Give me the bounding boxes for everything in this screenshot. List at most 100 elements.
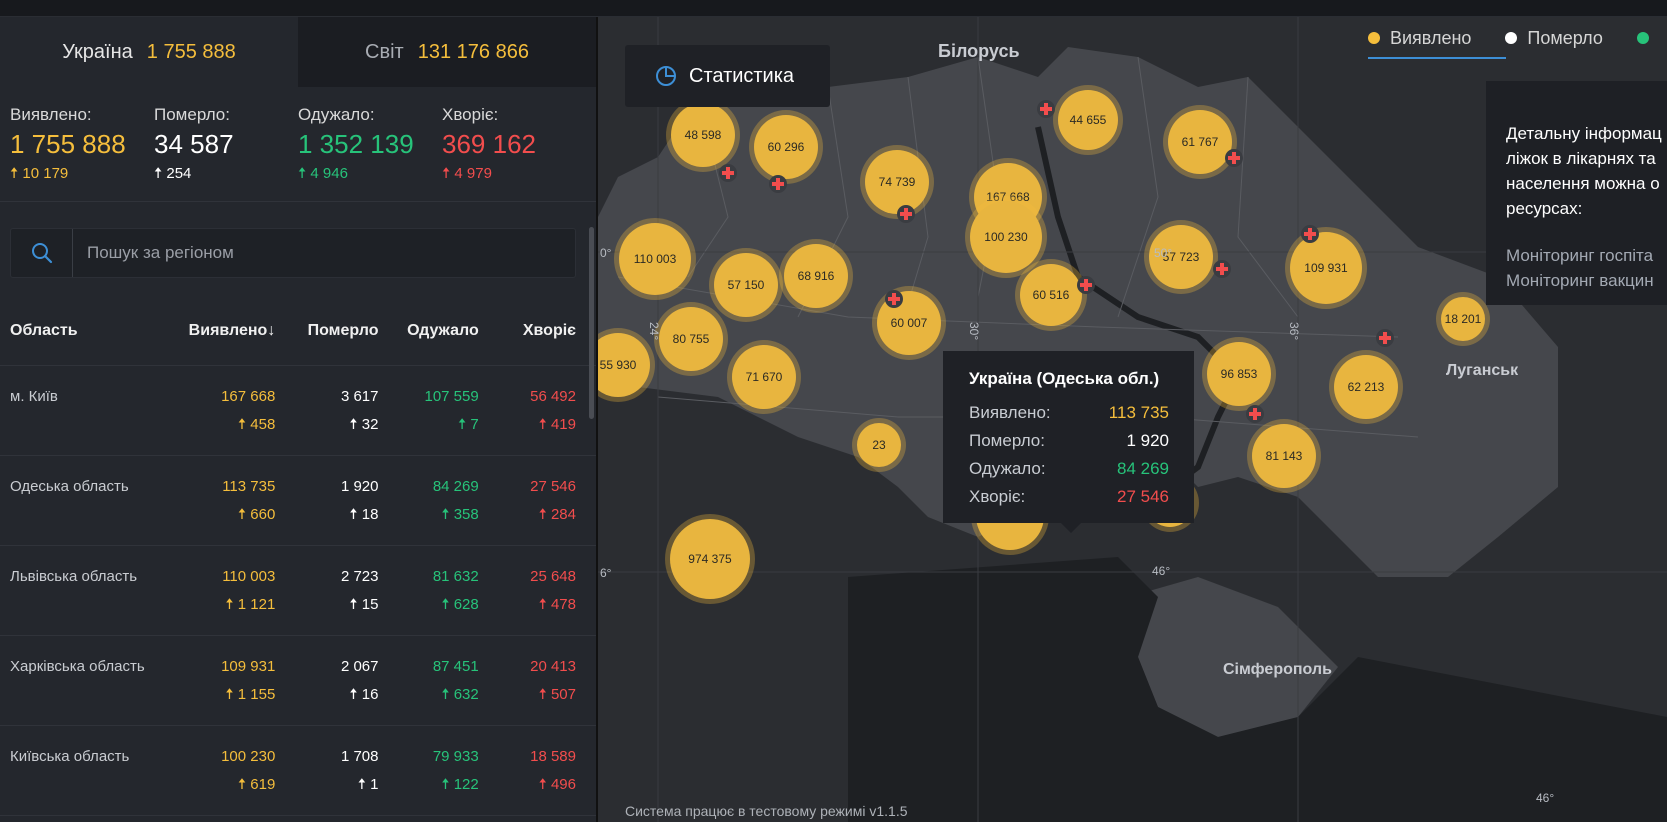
legend-confirmed[interactable]: Виявлено	[1368, 28, 1471, 49]
cell-confirmed: 109 931 🠅 1 155	[167, 658, 275, 725]
cell-value: 79 933	[432, 748, 479, 765]
arrow-up-icon: 🠅	[538, 686, 551, 703]
cluster-label: 80 755	[673, 332, 710, 346]
cell-delta: 🠅 7	[458, 416, 479, 433]
cluster-marker[interactable]	[670, 519, 750, 599]
map-area[interactable]: 48 598 60 296 74 739 167 668 44 655 61 767 110…	[598, 17, 1667, 822]
hospital-cross-icon[interactable]	[719, 164, 737, 182]
table-row[interactable]: м. Київ 167 668 🠅 458 3 617 🠅 32 107 559 🠅 7 56…	[0, 366, 596, 456]
info-panel: Детальну інформац ліжок в лікарнях та на…	[1486, 81, 1667, 305]
tooltip-arrow	[1061, 523, 1081, 533]
arrow-up-icon: 🠅	[225, 596, 238, 613]
cell-recovered: 84 269 🠅 358	[378, 478, 479, 545]
header-region[interactable]: Область	[10, 321, 78, 339]
grid-label: 0°	[600, 246, 612, 260]
header-recovered[interactable]: Одужало	[407, 321, 479, 339]
scrollbar[interactable]	[589, 227, 594, 419]
cluster-marker[interactable]	[1058, 90, 1118, 150]
cluster-marker[interactable]	[970, 201, 1042, 273]
cluster-marker[interactable]	[1252, 424, 1316, 488]
cell-deaths: 3 617 🠅 32	[275, 388, 379, 455]
cluster-marker[interactable]	[784, 244, 848, 308]
cell-delta: 🠅 660	[237, 506, 276, 523]
grid-label: 6°	[600, 566, 612, 580]
cluster-marker[interactable]	[1207, 342, 1271, 406]
arrow-up-icon: 🠅	[237, 416, 251, 433]
cluster-marker[interactable]	[619, 223, 691, 295]
header-sick[interactable]: Хворіє	[522, 321, 576, 339]
cluster-marker[interactable]	[671, 103, 735, 167]
hospital-cross-icon[interactable]	[1037, 100, 1055, 118]
cluster-label: 167 668	[986, 190, 1030, 204]
search-input[interactable]	[87, 243, 507, 263]
hospital-cross-icon[interactable]	[1246, 405, 1264, 423]
arrow-up-icon: 🠅	[538, 596, 551, 613]
hospital-cross-icon[interactable]	[885, 290, 903, 308]
cell-value: 27 546	[530, 478, 576, 495]
panel-divider	[596, 17, 598, 822]
cluster-marker[interactable]	[714, 253, 778, 317]
cell-deaths: 2 067 🠅 16	[275, 658, 379, 725]
cell-delta: 🠅 1	[357, 776, 379, 793]
arrow-up-icon: 🠅	[441, 776, 454, 793]
table-row[interactable]: Львівська область 110 003 🠅 1 121 2 723 🠅 15…	[0, 546, 596, 636]
cell-delta: 🠅 507	[538, 686, 576, 703]
header-deaths[interactable]: Померло	[307, 321, 379, 339]
cluster-marker[interactable]	[754, 115, 818, 179]
cell-delta: 🠅 419	[538, 416, 576, 433]
legend-deaths[interactable]: Померло	[1505, 28, 1603, 49]
hospital-cross-icon[interactable]	[769, 175, 787, 193]
vaccine-monitoring-link[interactable]: Моніторинг вакцин	[1506, 271, 1654, 290]
hospital-cross-icon[interactable]	[1301, 225, 1319, 243]
arrow-up-icon: 🠅	[237, 776, 251, 793]
cluster-marker[interactable]	[598, 333, 650, 397]
cell-recovered: 81 632 🠅 628	[378, 568, 479, 635]
cluster-marker[interactable]	[1441, 297, 1485, 341]
region-name: м. Київ	[10, 388, 58, 405]
search-icon[interactable]	[11, 229, 73, 277]
cluster-marker[interactable]	[857, 423, 901, 467]
grid-label: 50°	[1154, 246, 1172, 260]
hospital-cross-icon[interactable]	[1213, 260, 1231, 278]
cluster-marker[interactable]	[865, 150, 929, 214]
arrow-up-icon: 🠅	[225, 686, 238, 703]
statistics-button[interactable]: Статистика	[625, 45, 830, 107]
tab-world[interactable]: Світ 131 176 866	[298, 17, 596, 87]
dot-icon	[1368, 32, 1380, 44]
cluster-marker[interactable]	[659, 307, 723, 371]
hospital-cross-icon[interactable]	[1077, 276, 1095, 294]
total-delta: 🠅 10 179	[10, 165, 69, 182]
cell-value: 110 003	[222, 568, 276, 585]
cluster-label: 55 930	[600, 358, 637, 372]
cluster-marker[interactable]	[1149, 225, 1213, 289]
cluster-label: 974 375	[688, 552, 732, 566]
arrow-up-icon: 🠅	[349, 506, 362, 523]
legend-recovered[interactable]	[1636, 32, 1659, 44]
cluster-marker[interactable]	[1334, 355, 1398, 419]
grid-label: 46°	[1536, 791, 1554, 805]
cell-value: 100 230	[221, 748, 276, 765]
header-confirmed[interactable]: Виявлено↓	[188, 321, 276, 339]
hospital-monitoring-link[interactable]: Моніторинг госпіта	[1506, 246, 1654, 265]
table-row[interactable]: Харківська область 109 931 🠅 1 155 2 067 🠅 1…	[0, 636, 596, 726]
hospital-cross-icon[interactable]	[897, 205, 915, 223]
total-deaths: Померло: 34 587 🠅 254	[154, 105, 298, 201]
cell-confirmed: 100 230 🠅 619	[167, 748, 275, 815]
totals-summary: Виявлено: 1 755 888 🠅 10 179 Померло: 34…	[0, 87, 596, 202]
cluster-marker[interactable]	[732, 345, 796, 409]
hospital-cross-icon[interactable]	[1225, 149, 1243, 167]
cell-delta: 🠅 358	[441, 506, 479, 523]
tab-ukraine[interactable]: Україна 1 755 888	[0, 17, 298, 87]
cluster-label: 18 201	[1445, 312, 1482, 326]
info-line: Детальну інформац	[1506, 124, 1662, 143]
cell-delta: 🠅 32	[349, 416, 379, 433]
cluster-marker[interactable]	[1290, 232, 1362, 304]
table-row[interactable]: Одеська область 113 735 🠅 660 1 920 🠅 18 84 2…	[0, 456, 596, 546]
table-row[interactable]: Київська область 100 230 🠅 619 1 708 🠅 1 79 9…	[0, 726, 596, 816]
total-delta: 🠅 4 979	[442, 165, 492, 182]
tab-label: Світ	[365, 40, 404, 63]
hospital-cross-icon[interactable]	[1376, 329, 1394, 347]
cluster-marker[interactable]	[1020, 264, 1082, 326]
grid-label: 24°	[647, 322, 661, 340]
cluster-marker[interactable]	[1168, 110, 1232, 174]
